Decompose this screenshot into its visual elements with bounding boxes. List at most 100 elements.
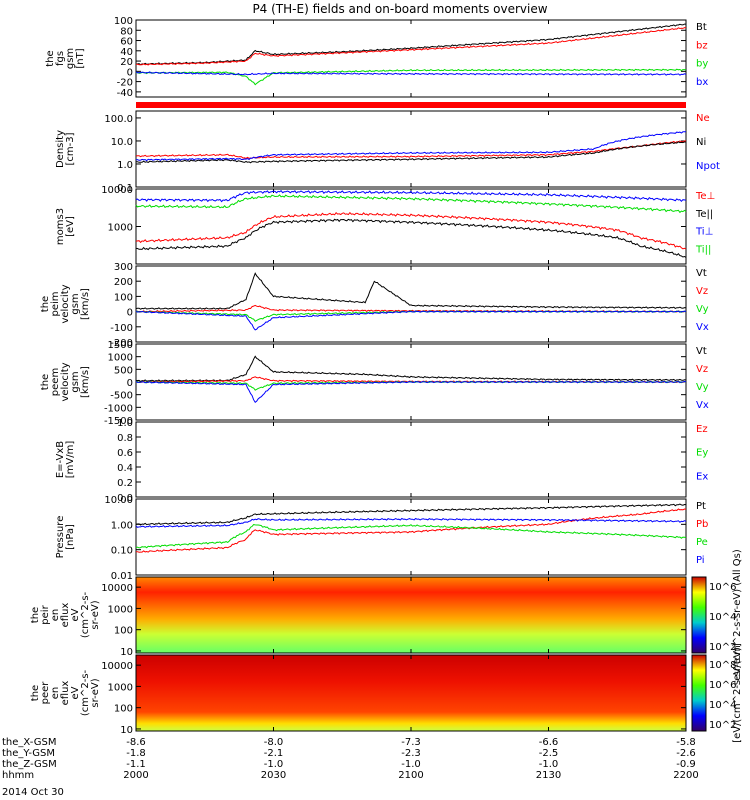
colorbar-tick-label: 10^4 <box>709 700 736 711</box>
figure-title: P4 (TH-E) fields and on-board moments ov… <box>252 2 547 16</box>
x-axis-value: -2.3 <box>401 748 421 759</box>
y-tick-label: 10 <box>120 647 133 658</box>
x-axis-value: -2.1 <box>264 748 284 759</box>
y-tick-label: 10000 <box>101 661 133 672</box>
legend-label: Ez <box>696 424 708 435</box>
y-axis-label: en <box>50 609 61 622</box>
series-line-bz <box>135 27 687 66</box>
legend-label: Vt <box>696 268 707 279</box>
y-axis-label: [km/s] <box>80 366 91 398</box>
x-axis-value: 2030 <box>261 770 286 781</box>
legend-label: Ti⊥ <box>695 227 713 238</box>
y-axis-label: gsm <box>70 293 81 314</box>
y-tick-label: 100 <box>114 292 133 303</box>
legend-label: Vt <box>696 346 707 357</box>
series-line-Ne <box>135 140 687 159</box>
y-axis-label: [nT] <box>75 48 86 68</box>
y-tick-label: 0 <box>127 378 133 389</box>
colorbar-tick-label: 10^4 <box>709 612 736 623</box>
x-axis-value: 2000 <box>123 770 148 781</box>
x-axis-value: -7.3 <box>401 737 421 748</box>
y-tick-label: 10 <box>120 725 133 736</box>
y-tick-label: -500 <box>110 391 133 402</box>
y-tick-label: 80 <box>120 26 133 37</box>
legend-label: Pb <box>696 519 708 530</box>
x-axis-value: -2.6 <box>676 748 696 759</box>
y-axis-label: E=-VxB <box>55 441 66 478</box>
panel-4: 300 200 100 0 -100 -200 the peim velocity gsm [km/… <box>40 262 709 349</box>
series-line-Ti|| <box>135 194 687 214</box>
panel-frame <box>135 19 687 98</box>
series-line-Ti⊥ <box>135 190 687 203</box>
y-axis-label: the <box>45 50 56 66</box>
y-tick-label: 60 <box>120 37 133 48</box>
series-line-Pe <box>135 524 687 549</box>
x-axis-value: -6.6 <box>539 737 559 748</box>
y-tick-label: 0.1 <box>117 183 133 194</box>
panel-frame <box>135 110 687 188</box>
x-axis-value: -1.0 <box>264 759 284 770</box>
y-tick-label: 1500 <box>108 340 133 351</box>
y-axis-label: fgs <box>55 51 66 66</box>
y-axis-label: Pressure <box>55 516 66 559</box>
colorbar-label: [eV/(cm^2-s-sr-eV)] <box>732 643 743 743</box>
heatmap-area <box>136 655 686 731</box>
y-tick-label: 0.4 <box>117 463 133 474</box>
series-line-Te⊥ <box>135 211 687 250</box>
y-tick-label: 40 <box>120 47 133 58</box>
y-tick-label: 10.0 <box>111 137 133 148</box>
y-axis-label: peer <box>40 681 51 705</box>
legend-label: bz <box>696 40 708 51</box>
legend-label: Ne <box>696 113 710 124</box>
y-tick-label: 0.6 <box>117 448 133 459</box>
colorbar <box>691 576 707 654</box>
x-axis-value: -1.8 <box>126 748 146 759</box>
legend-label: Vz <box>696 286 708 297</box>
colorbar-tick-label: 10^2 <box>709 720 736 731</box>
series-line-Vx <box>135 310 687 331</box>
y-tick-label: 1000 <box>108 604 133 615</box>
y-tick-label: 1000 <box>108 682 133 693</box>
legend-label: Vz <box>696 364 708 375</box>
x-axis-value: 2130 <box>536 770 561 781</box>
series-line-Bt <box>135 23 686 66</box>
y-tick-label: 0 <box>127 308 133 319</box>
y-axis-label: [nPa] <box>65 524 76 550</box>
y-axis-label: peim <box>50 291 61 316</box>
y-tick-label: 0.2 <box>117 478 133 489</box>
series-line-Vt <box>135 355 687 382</box>
y-tick-label: 20 <box>120 57 133 68</box>
y-axis-label: en <box>50 687 61 700</box>
y-axis-label: (cm^2-s- <box>80 591 91 638</box>
legend-label: Ey <box>696 448 708 459</box>
legend-label: Pe <box>696 537 708 548</box>
y-tick-label: 1.0 <box>117 160 133 171</box>
y-tick-label: 0 <box>127 67 133 78</box>
y-axis-label: sr-eV) <box>90 678 101 707</box>
y-axis-label: gsm <box>65 48 76 69</box>
y-tick-label: 500 <box>114 365 133 376</box>
panel-frame <box>135 421 687 498</box>
y-axis-label: the <box>30 607 41 623</box>
x-axis-row-label: the_Y-GSM <box>2 748 55 759</box>
mode-bar <box>136 102 686 108</box>
y-tick-label: 10000 <box>101 185 133 196</box>
y-axis-label: velocity <box>60 362 71 401</box>
legend-label: Ni <box>696 137 706 148</box>
heatmap-area <box>136 577 686 653</box>
legend-label: Vx <box>696 400 709 411</box>
colorbar-tick-label: 10^6 <box>709 582 736 593</box>
x-axis-row-label: hhmm <box>2 770 34 781</box>
y-tick-label: 200 <box>114 277 133 288</box>
y-axis-label: [mV/m] <box>65 441 76 479</box>
y-axis-label: (cm^2-s- <box>80 669 91 716</box>
date-label: 2014 Oct 30 <box>2 787 64 798</box>
x-axis-value: -8.6 <box>126 737 146 748</box>
panel-8: 10^610^410^2eV/(cm^2-s-sr-eV) (All Qs)10… <box>30 549 743 681</box>
x-axis-value: -8.0 <box>264 737 284 748</box>
colorbar <box>691 654 707 732</box>
